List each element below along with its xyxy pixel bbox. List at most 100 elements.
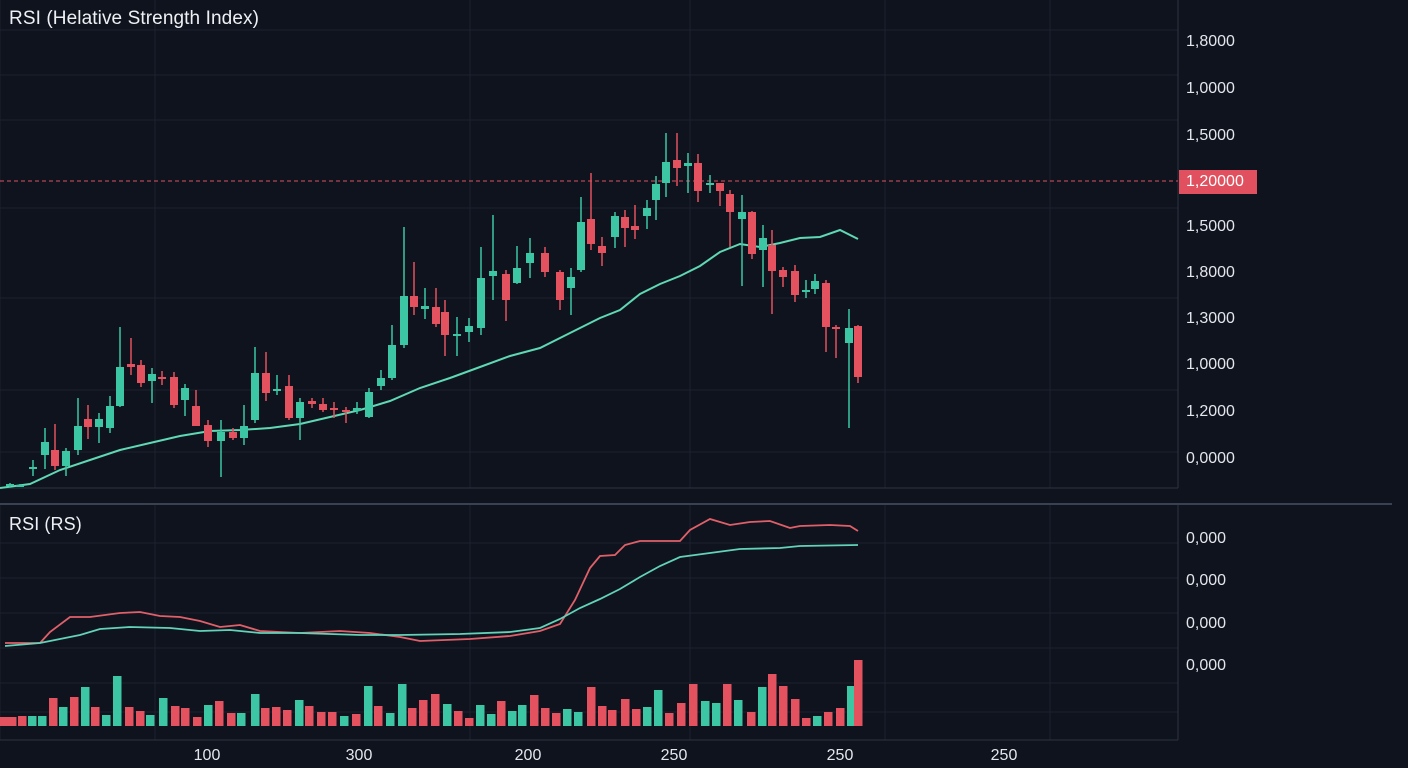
volume-bar	[632, 709, 641, 726]
volume-bar	[102, 715, 111, 726]
candle[interactable]	[158, 371, 166, 385]
candle[interactable]	[51, 424, 59, 470]
candle[interactable]	[388, 325, 396, 380]
candle[interactable]	[273, 375, 281, 395]
candle[interactable]	[567, 268, 575, 315]
candle[interactable]	[577, 197, 585, 272]
candle[interactable]	[502, 270, 510, 321]
candle[interactable]	[342, 407, 350, 423]
candle[interactable]	[95, 413, 103, 443]
candle[interactable]	[181, 384, 189, 416]
axis-tick-label: 0,0000	[1186, 450, 1235, 467]
candle[interactable]	[598, 237, 606, 266]
candle[interactable]	[74, 398, 82, 455]
candle[interactable]	[421, 288, 429, 319]
volume-bar	[328, 712, 337, 726]
volume-bar	[677, 703, 686, 726]
candle[interactable]	[296, 398, 304, 440]
candle[interactable]	[854, 325, 862, 383]
candle[interactable]	[229, 428, 237, 440]
candle[interactable]	[759, 225, 767, 287]
volume-bar	[518, 705, 527, 726]
volume-bar	[419, 700, 428, 726]
candle[interactable]	[41, 428, 49, 469]
candle[interactable]	[556, 270, 564, 310]
candle[interactable]	[748, 211, 756, 259]
candle[interactable]	[706, 175, 714, 193]
candle[interactable]	[611, 212, 619, 248]
candle[interactable]	[465, 318, 473, 342]
candle[interactable]	[453, 317, 461, 356]
candle[interactable]	[822, 280, 830, 352]
candle[interactable]	[791, 265, 799, 302]
candle[interactable]	[643, 200, 651, 229]
candle[interactable]	[694, 154, 702, 202]
candle[interactable]	[240, 405, 248, 445]
candle[interactable]	[330, 402, 338, 418]
candle[interactable]	[513, 246, 521, 284]
candlestick-series	[6, 133, 862, 487]
candle[interactable]	[127, 338, 135, 375]
axis-tick-label: 1,8000	[1186, 264, 1235, 281]
candle[interactable]	[477, 247, 485, 335]
candle[interactable]	[217, 420, 225, 477]
candle[interactable]	[768, 230, 776, 314]
candle[interactable]	[738, 195, 746, 286]
candle[interactable]	[400, 227, 408, 348]
candle[interactable]	[285, 375, 293, 420]
volume-bar	[791, 699, 800, 726]
candle[interactable]	[204, 420, 212, 447]
candle[interactable]	[726, 190, 734, 247]
candle[interactable]	[6, 483, 14, 487]
main-panel-title: RSI (Helative Strength Index)	[9, 8, 260, 29]
candle[interactable]	[631, 205, 639, 239]
volume-bar	[374, 706, 383, 726]
candle[interactable]	[29, 460, 37, 476]
candle[interactable]	[845, 309, 853, 428]
volume-bar	[734, 700, 743, 726]
candle[interactable]	[262, 352, 270, 401]
candle[interactable]	[802, 280, 810, 298]
volume-bar	[643, 707, 652, 726]
candle[interactable]	[148, 368, 156, 403]
candle[interactable]	[106, 396, 114, 433]
axis-tick-label: 1,5000	[1186, 218, 1235, 235]
candle[interactable]	[308, 398, 316, 408]
candle[interactable]	[16, 484, 24, 487]
candle[interactable]	[652, 176, 660, 220]
candle[interactable]	[489, 215, 497, 300]
candle[interactable]	[432, 288, 440, 327]
candle[interactable]	[137, 360, 145, 387]
candle[interactable]	[192, 390, 200, 426]
candle[interactable]	[526, 238, 534, 278]
candle[interactable]	[84, 405, 92, 439]
volume-bar	[541, 708, 550, 726]
candle[interactable]	[170, 372, 178, 408]
candle[interactable]	[541, 247, 549, 277]
candle[interactable]	[365, 388, 373, 418]
candle[interactable]	[587, 173, 595, 250]
volume-bar	[454, 711, 463, 726]
volume-bar	[497, 701, 506, 726]
candle[interactable]	[116, 327, 124, 407]
candle[interactable]	[811, 274, 819, 294]
volume-bar	[712, 703, 721, 726]
candle[interactable]	[319, 398, 327, 412]
candle[interactable]	[684, 153, 692, 193]
candle[interactable]	[716, 183, 724, 206]
candle[interactable]	[832, 325, 840, 358]
candle[interactable]	[779, 267, 787, 287]
candle[interactable]	[251, 347, 259, 423]
x-axis-tick-label: 250	[826, 747, 854, 764]
candle[interactable]	[353, 402, 361, 414]
candle[interactable]	[662, 133, 670, 197]
candle[interactable]	[410, 262, 418, 315]
candle[interactable]	[673, 133, 681, 186]
volume-bar	[431, 694, 440, 726]
candle[interactable]	[62, 448, 70, 476]
candle[interactable]	[621, 210, 629, 247]
candle[interactable]	[441, 300, 449, 356]
volume-bar	[574, 712, 583, 726]
candle[interactable]	[377, 370, 385, 390]
